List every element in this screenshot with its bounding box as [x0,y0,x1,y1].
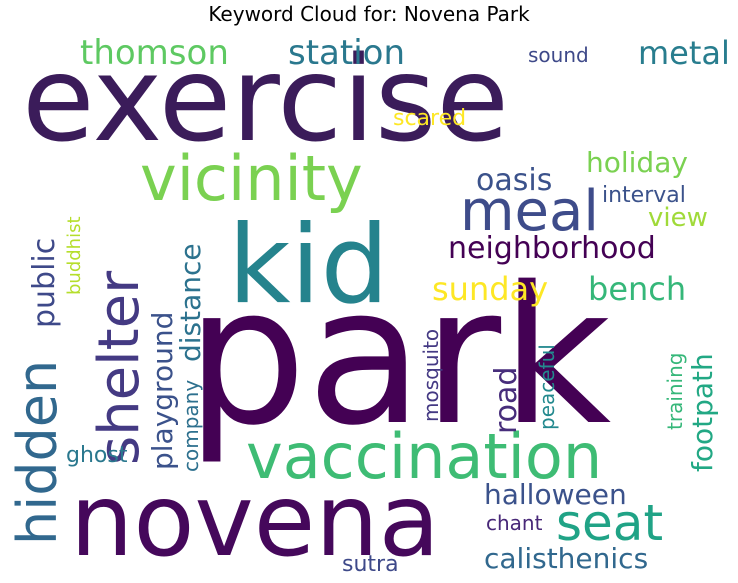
word-sunday: sunday [432,270,548,308]
word-sutra: sutra [342,552,399,577]
word-oasis: oasis [476,163,552,198]
word-playground: playground [146,312,179,470]
word-meal: meal [460,179,599,244]
word-buddhist: buddhist [64,216,85,295]
word-vicinity: vicinity [140,142,363,215]
word-park: park [186,246,611,467]
word-view: view [648,203,708,233]
word-seat: seat [556,494,663,552]
word-shelter: shelter [87,270,152,465]
word-interval: interval [602,183,686,208]
word-peaceful: peaceful [535,344,559,430]
word-vaccination: vaccination [246,420,602,493]
word-mosquito: mosquito [419,329,443,422]
word-calisthenics: calisthenics [484,542,648,575]
word-hidden: hidden [6,360,69,545]
chart-title: Keyword Cloud for: Novena Park [208,2,530,26]
word-novena: novena [70,462,440,579]
word-thomson: thomson [80,33,229,73]
word-halloween: halloween [484,478,627,511]
word-kid: kid [228,203,389,328]
word-footpath: footpath [686,353,719,472]
word-road: road [489,367,524,434]
word-ghost: ghost [66,443,128,468]
word-company: company [179,380,203,472]
word-scared: scared [393,106,466,131]
word-exercise: exercise [22,30,509,168]
word-sound: sound [528,43,589,67]
word-training: training [663,353,687,430]
word-public: public [27,238,62,328]
word-distance: distance [174,243,207,362]
word-metal: metal [638,34,730,72]
word-chant: chant [486,511,543,535]
word-bench: bench [588,270,686,308]
word-holiday: holiday [586,146,688,179]
word-neighborhood: neighborhood [448,231,656,266]
word-station: station [288,33,405,73]
